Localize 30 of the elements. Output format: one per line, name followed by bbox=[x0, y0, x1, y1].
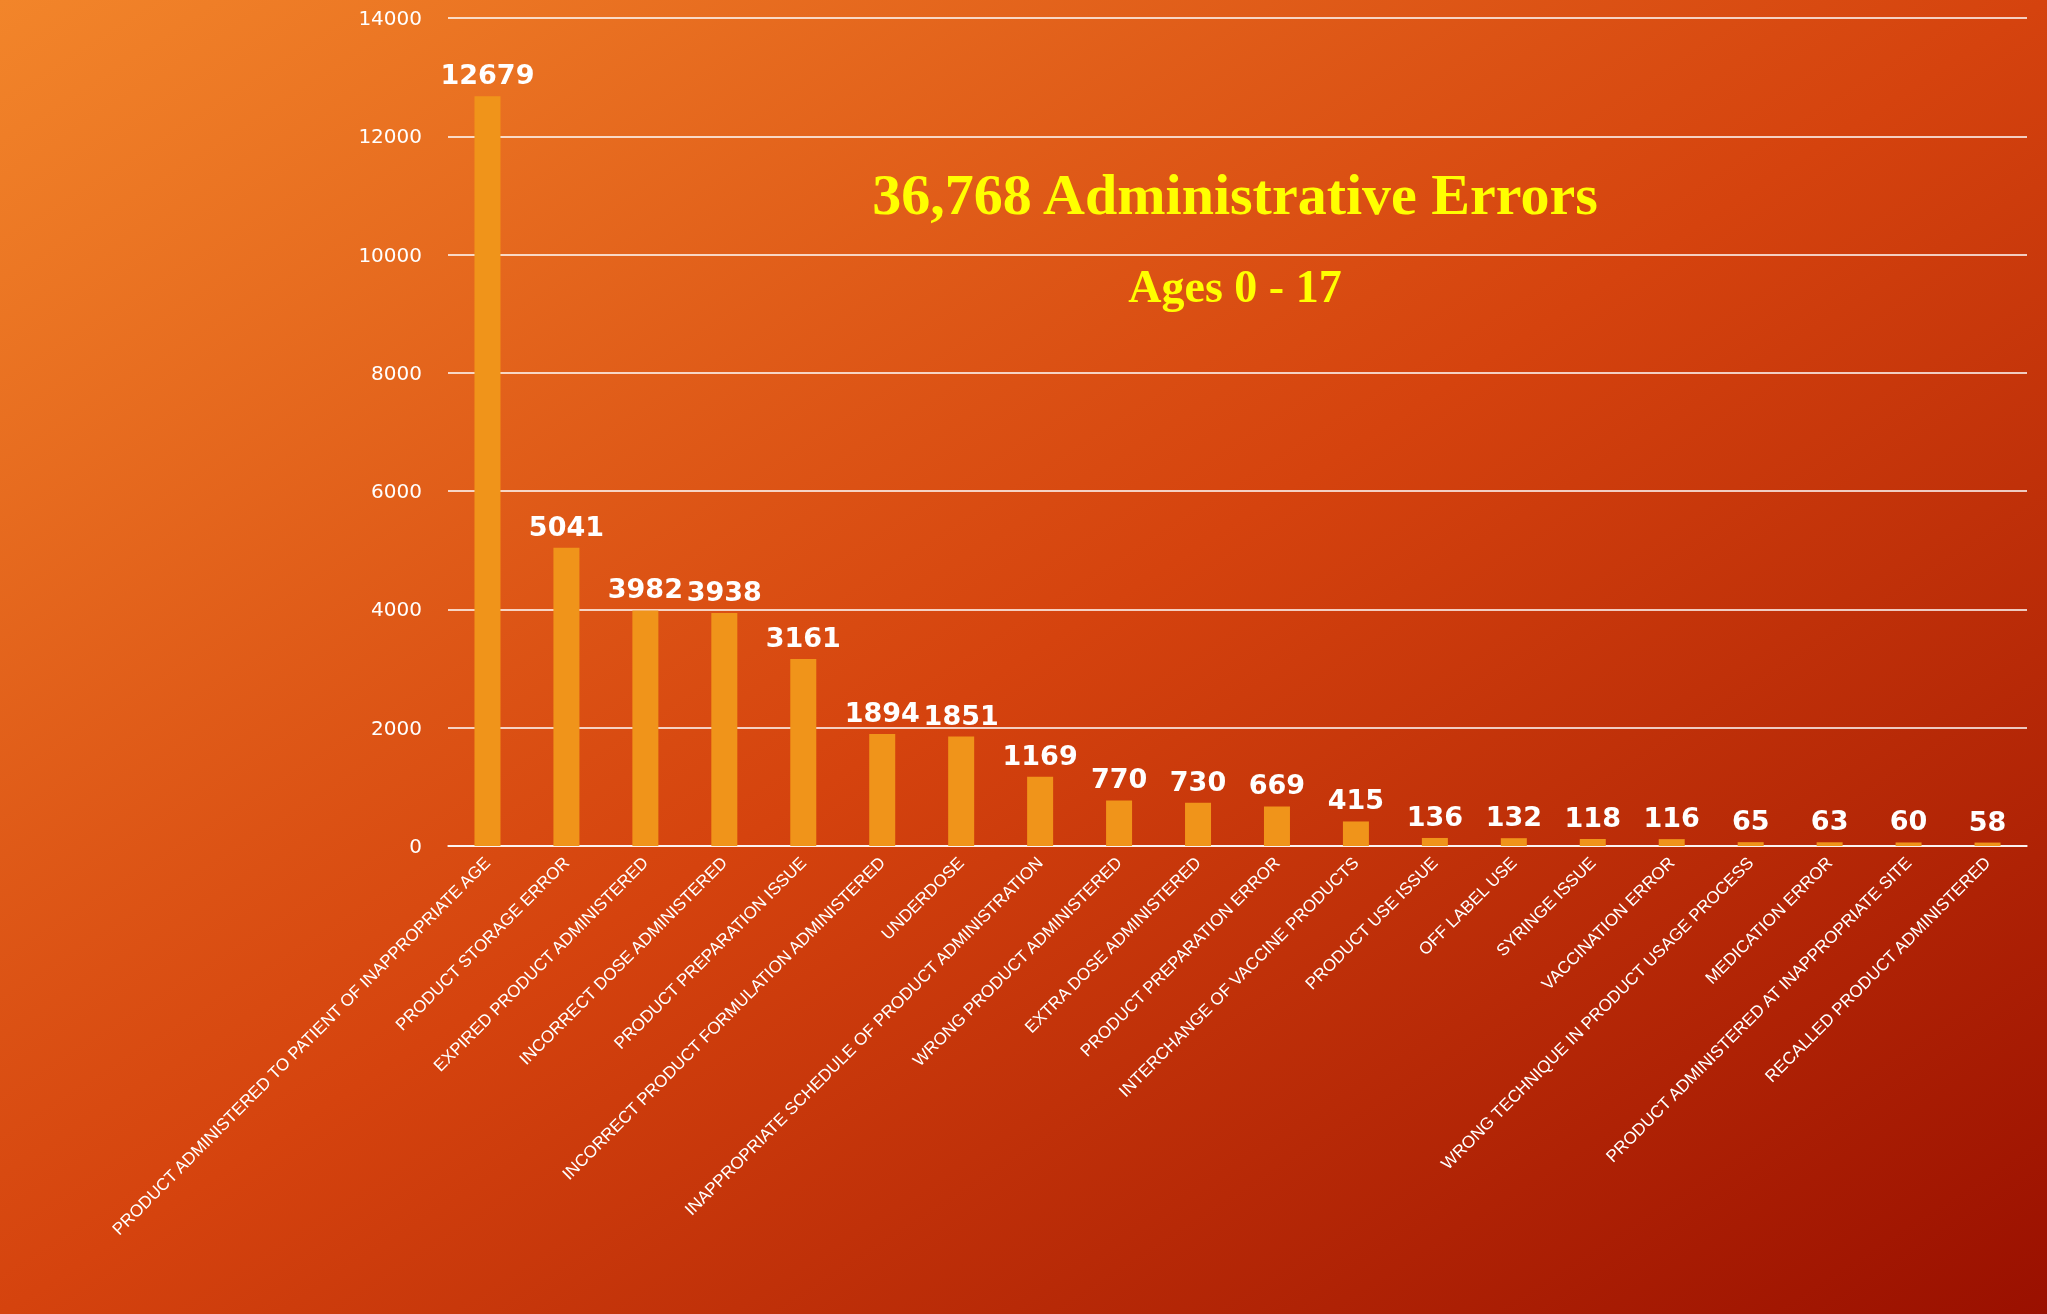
y-tick-label: 14000 bbox=[358, 6, 422, 30]
data-label: 136 bbox=[1406, 800, 1464, 832]
data-label: 65 bbox=[1731, 805, 1770, 837]
data-label: 730 bbox=[1169, 765, 1227, 797]
data-label: 3982 bbox=[607, 573, 683, 605]
text: Ages 0 - 17 bbox=[1128, 260, 1342, 312]
data-label: 770 bbox=[1090, 763, 1148, 795]
y-tick-label: 0 bbox=[409, 834, 422, 858]
data-label: 60 bbox=[1889, 805, 1928, 837]
data-label: 3161 bbox=[765, 622, 841, 654]
data-label: 415 bbox=[1327, 784, 1385, 816]
y-tick-label: 10000 bbox=[358, 242, 422, 267]
data-label: 1851 bbox=[923, 699, 999, 731]
data-label: 132 bbox=[1485, 801, 1543, 833]
data-label: 116 bbox=[1643, 802, 1700, 834]
data-label: 63 bbox=[1810, 805, 1849, 837]
y-tick-label: 12000 bbox=[358, 124, 422, 149]
y-tick-label: 6000 bbox=[371, 479, 422, 504]
y-tick-label: 2000 bbox=[371, 715, 422, 740]
y-tick-label: 4000 bbox=[371, 597, 422, 622]
data-label: 669 bbox=[1248, 769, 1306, 801]
data-label: 3938 bbox=[686, 576, 762, 608]
data-label: 5041 bbox=[528, 510, 604, 542]
data-label: 12679 bbox=[440, 59, 535, 91]
data-label: 1894 bbox=[844, 696, 920, 728]
data-label: 58 bbox=[1968, 805, 2007, 837]
data-label: 118 bbox=[1564, 802, 1621, 834]
text: 36,768 Administrative Errors bbox=[872, 161, 1598, 227]
y-tick-label: 8000 bbox=[371, 360, 422, 385]
data-label: 1169 bbox=[1002, 739, 1078, 771]
